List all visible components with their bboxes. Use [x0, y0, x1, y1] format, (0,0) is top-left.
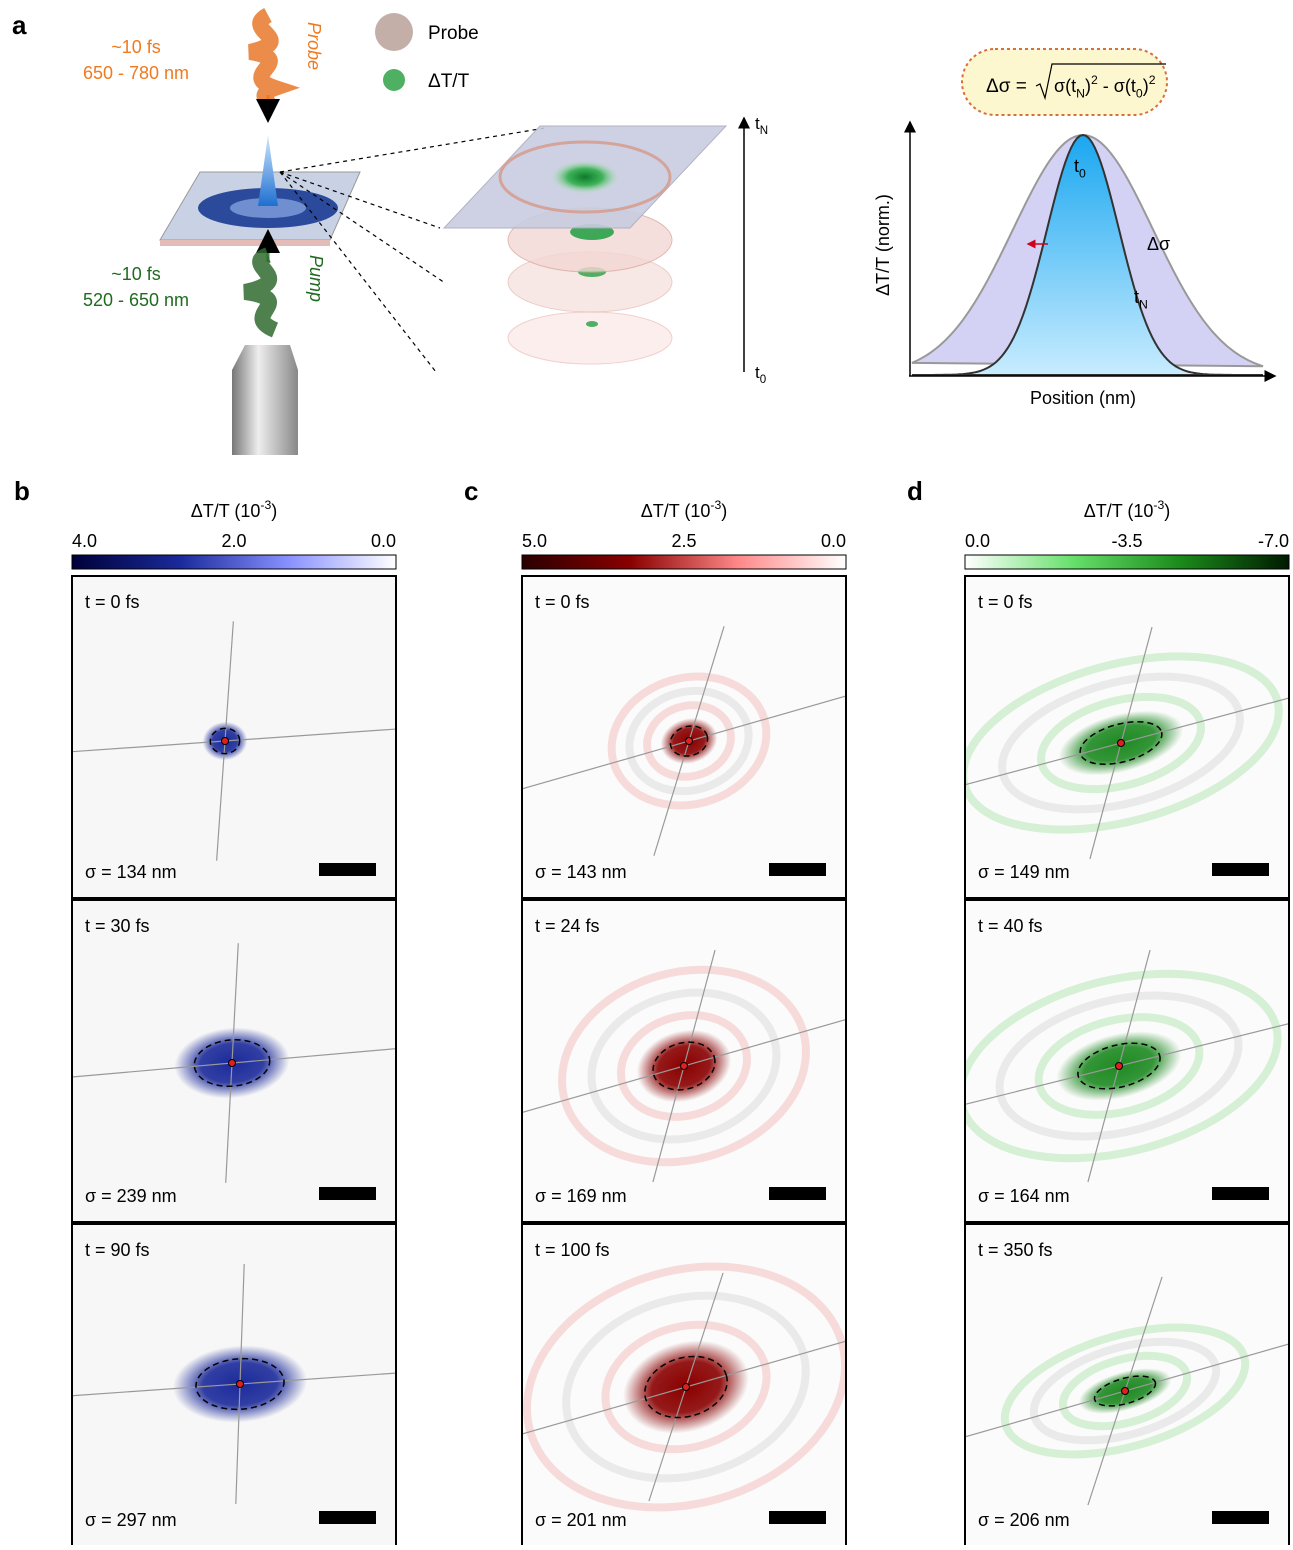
formula-lhs: Δσ = [986, 76, 1027, 97]
scale-bar [1212, 863, 1269, 876]
pump-wavelength: 520 - 650 nm [83, 290, 189, 310]
time-label: t = 24 fs [535, 916, 600, 936]
scale-bar [319, 1511, 376, 1524]
curve-label-part: 0 [1079, 166, 1086, 180]
time-label-part: 0 [760, 374, 766, 386]
scale-bar [769, 1187, 826, 1200]
center-dot [1118, 740, 1125, 747]
colorbar-title: ΔT/T (10-3) [641, 498, 728, 521]
panel-letter: b [14, 476, 30, 506]
pump-label: Pump [306, 255, 326, 302]
time-label: t0 [755, 363, 766, 386]
probe-wavelength: 650 - 780 nm [83, 63, 189, 83]
center-dot [237, 1381, 244, 1388]
time-label: t = 350 fs [978, 1240, 1053, 1260]
delta-label: Δσ [1147, 234, 1170, 254]
scale-bar [769, 1511, 826, 1524]
center-dot [683, 1384, 690, 1391]
probe-label: Probe [304, 22, 324, 70]
time-label: t = 40 fs [978, 916, 1043, 936]
pump-duration: ~10 fs [111, 264, 161, 284]
y-axis-label: ΔT/T (norm.) [873, 194, 893, 296]
colorbar-title-part: ) [271, 501, 277, 521]
sigma-label: σ = 201 nm [535, 1510, 627, 1530]
figure: a ~10 fs 650 - 780 nm Probe ~10 fs 520 - 650 … [0, 0, 1293, 1545]
scale-bar [319, 1187, 376, 1200]
center-dot [229, 1060, 236, 1067]
sigma-label: σ = 143 nm [535, 862, 627, 882]
colorbar-title-part: ) [721, 501, 727, 521]
colorbar [965, 555, 1289, 569]
pump-pulse [245, 255, 275, 330]
colorbar-title-part: -3 [710, 498, 721, 512]
colorbar-title-part: ) [1164, 501, 1170, 521]
formula-rhs-part: σ(t [1054, 76, 1076, 96]
signal-peak [258, 135, 278, 206]
colorbar-tick-label: 5.0 [522, 531, 547, 551]
colorbar [72, 555, 396, 569]
probe-duration: ~10 fs [111, 37, 161, 57]
x-axis-label: Position (nm) [1030, 388, 1136, 408]
center-dot [222, 738, 229, 745]
time-label: t = 90 fs [85, 1240, 150, 1260]
center-dot [1116, 1063, 1123, 1070]
objective [232, 345, 298, 455]
formula-rhs-part: 2 [1149, 73, 1156, 87]
colorbar-title: ΔT/T (10-3) [191, 498, 278, 521]
scale-bar [1212, 1511, 1269, 1524]
image-frame [301, 1224, 1070, 1545]
sigma-label: σ = 169 nm [535, 1186, 627, 1206]
legend-label: Probe [428, 23, 479, 44]
colorbar-tick-label: -7.0 [1258, 531, 1289, 551]
legend-probe-marker [375, 13, 413, 51]
formula-rhs-part: - σ(t [1098, 76, 1136, 96]
scale-bar [319, 863, 376, 876]
formula-rhs-part: N [1076, 86, 1085, 100]
colorbar-tick-label: -3.5 [1111, 531, 1142, 551]
colorbar-tick-label: 2.0 [221, 531, 246, 551]
colorbar-tick-label: 2.5 [671, 531, 696, 551]
time-label: t = 0 fs [978, 592, 1033, 612]
time-label-part: N [760, 125, 768, 137]
sigma-label: σ = 149 nm [978, 862, 1070, 882]
colorbar [522, 555, 846, 569]
sigma-label: σ = 206 nm [978, 1510, 1070, 1530]
colorbar-title-part: -3 [260, 498, 271, 512]
image-frame [304, 576, 1073, 898]
colorbar-tick-label: 4.0 [72, 531, 97, 551]
curve-label-part: N [1139, 297, 1148, 311]
colorbar-title: ΔT/T (10-3) [1084, 498, 1171, 521]
sigma-label: σ = 239 nm [85, 1186, 177, 1206]
image-frame [299, 900, 1068, 1222]
time-label: tN [755, 114, 768, 137]
colorbar-title-part: -3 [1153, 498, 1164, 512]
scale-bar [1212, 1187, 1269, 1200]
time-label: t = 0 fs [85, 592, 140, 612]
colorbar-tick-label: 0.0 [821, 531, 846, 551]
panel-letter: a [12, 10, 27, 40]
legend-label: ΔT/T [428, 71, 470, 92]
center-dot [686, 738, 693, 745]
time-label: t = 0 fs [535, 592, 590, 612]
panel-letter: d [907, 476, 923, 506]
colorbar-title-part: ΔT/T (10 [641, 501, 711, 521]
time-label: t = 100 fs [535, 1240, 610, 1260]
colorbar-tick-label: 0.0 [371, 531, 396, 551]
probe-pulse [250, 15, 275, 105]
time-label: t = 30 fs [85, 916, 150, 936]
scale-bar [769, 863, 826, 876]
colorbar-tick-label: 0.0 [965, 531, 990, 551]
center-dot [681, 1063, 688, 1070]
colorbar-title-part: ΔT/T (10 [191, 501, 261, 521]
colorbar-title-part: ΔT/T (10 [1084, 501, 1154, 521]
time-stack [444, 126, 726, 364]
sigma-label: σ = 134 nm [85, 862, 177, 882]
sigma-label: σ = 297 nm [85, 1510, 177, 1530]
panel-letter: c [464, 476, 478, 506]
sigma-label: σ = 164 nm [978, 1186, 1070, 1206]
sample-edge [160, 240, 330, 246]
legend-signal-marker [383, 69, 405, 91]
center-dot [1122, 1388, 1129, 1395]
